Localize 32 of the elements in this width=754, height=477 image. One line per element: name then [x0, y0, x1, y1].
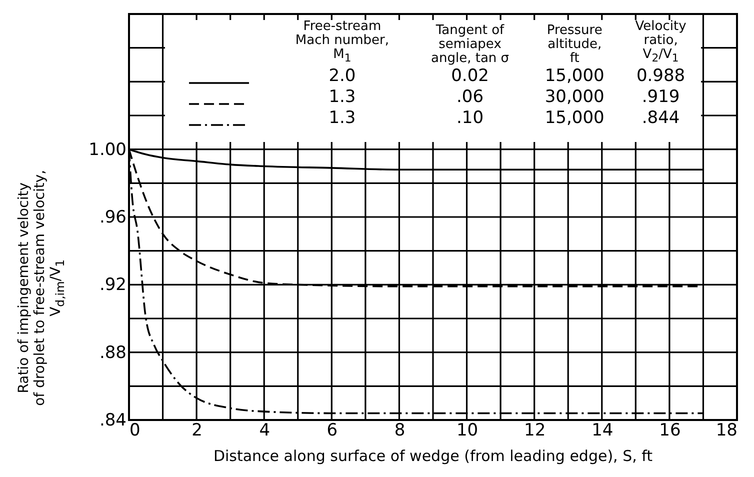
x-axis-title: Distance along surface of wedge (from leading edge), S, ft: [212, 447, 654, 465]
annotation: 1.3: [328, 108, 357, 129]
x-tick-label: 0: [130, 420, 140, 440]
annotation: Tangent of semiapex angle, tan σ: [430, 22, 510, 66]
x-tick-label: 4: [259, 420, 270, 440]
x-tick-label: 10: [456, 420, 478, 440]
y-tick-label: .84: [99, 410, 126, 430]
annotation: 2.0: [328, 66, 357, 87]
annotation: .06: [456, 86, 485, 108]
annotation: 0.988: [635, 66, 686, 87]
x-tick-label: 14: [592, 420, 614, 440]
annotation: .10: [456, 108, 485, 129]
x-tick-label: 8: [394, 420, 406, 440]
annotation: Velocity ratio, V$_{2}$/V$_{1}$: [634, 19, 688, 66]
annotation: .919: [640, 86, 681, 108]
x-tick-label: 12: [524, 420, 546, 440]
y-tick-label: .88: [99, 342, 126, 363]
x-tick-label: 16: [659, 420, 681, 440]
y-tick-label: .96: [99, 208, 126, 228]
annotation: 15,000: [544, 108, 606, 129]
annotation: .844: [640, 108, 681, 129]
y-tick-label: .92: [99, 275, 126, 296]
x-tick-label: 6: [326, 420, 338, 440]
annotation: 15,000: [544, 66, 606, 87]
x-tick-label: 18: [716, 420, 738, 440]
x-tick-label: 2: [192, 420, 202, 440]
annotation: 30,000: [544, 86, 606, 108]
annotation: 1.3: [328, 86, 357, 108]
annotation: Pressure altitude, ft: [546, 22, 604, 66]
annotation: 0.02: [450, 66, 490, 87]
annotation: Free-stream Mach number, M$_{1}$: [294, 19, 390, 66]
y-tick-label: 1.00: [88, 140, 126, 160]
